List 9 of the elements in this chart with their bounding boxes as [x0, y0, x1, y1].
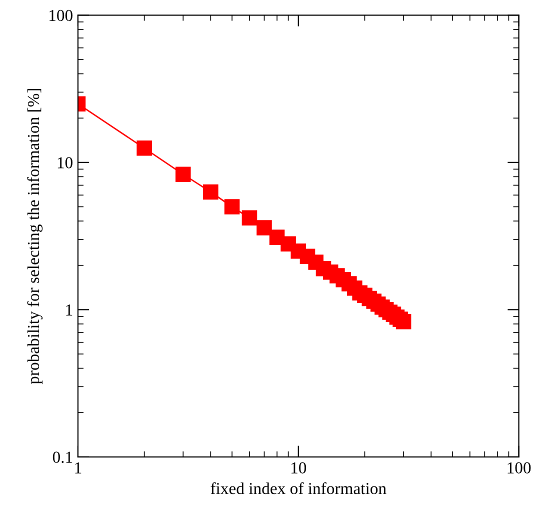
y-tick-label: 100 [50, 10, 72, 22]
x-tick-label: 1 [75, 462, 82, 474]
y-tick-label: 10 [58, 157, 72, 168]
y-tick-label: 1 [66, 304, 72, 316]
x-tick-label: 10 [292, 462, 306, 474]
x-axis-title: fixed index of information [210, 482, 386, 494]
x-tick-label: 100 [508, 462, 531, 474]
y-axis-title: probability for selecting the information [%] [27, 88, 43, 384]
y-tick-label: 0.1 [52, 452, 72, 463]
